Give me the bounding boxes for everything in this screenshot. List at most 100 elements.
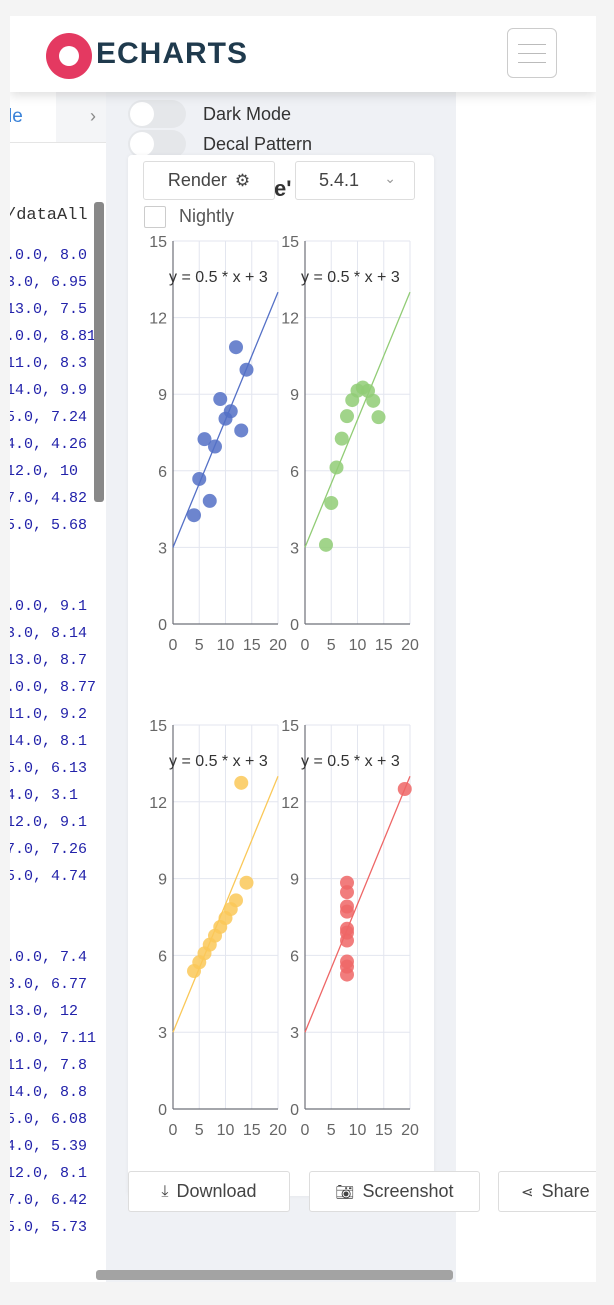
y-tick-label: 12 <box>149 795 167 812</box>
data-point <box>213 392 228 407</box>
decal-pattern-label: Decal Pattern <box>203 134 313 154</box>
x-tick-label: 10 <box>217 1122 235 1139</box>
data-point <box>397 782 412 796</box>
y-tick-label: 15 <box>281 718 299 735</box>
code-line: 4.0, 4.26 <box>10 436 88 453</box>
tab-code-label: le <box>10 106 23 127</box>
x-tick-label: 20 <box>401 1122 419 1139</box>
x-tick-label: 20 <box>269 1122 287 1139</box>
x-tick-label: 10 <box>217 637 235 654</box>
decal-pattern-toggle[interactable] <box>128 130 186 158</box>
code-line <box>10 566 96 593</box>
code-line: 12.0, 9.1 <box>10 814 88 831</box>
code-editor-panel: le › /dataAll .0.0, 8.0 3.0, 6.95 13.0, 7.… <box>10 92 106 1282</box>
y-tick-label: 3 <box>290 1025 299 1042</box>
code-line: .0.0, 8.77 <box>10 679 97 696</box>
data-point <box>340 959 354 974</box>
code-text[interactable]: .0.0, 8.0 3.0, 6.95 13.0, 7.5 .0.0, 8.81 11.… <box>10 242 96 1241</box>
y-tick-label: 3 <box>158 540 167 557</box>
regression-annotation: y = 0.5 * x + 3 <box>169 269 268 286</box>
screenshot-label: Screenshot <box>362 1181 454 1201</box>
data-point <box>334 431 349 446</box>
x-tick-label: 0 <box>301 637 310 654</box>
code-line: 3.0, 8.14 <box>10 625 88 642</box>
hamburger-menu-button[interactable] <box>507 28 557 78</box>
x-tick-label: 5 <box>195 1122 204 1139</box>
data-point <box>340 899 354 914</box>
data-point <box>192 471 207 486</box>
data-point <box>208 439 222 454</box>
code-line <box>10 917 96 944</box>
code-line <box>10 890 96 917</box>
code-line: 5.0, 4.74 <box>10 868 88 885</box>
nightly-label: Nightly <box>179 206 235 226</box>
hamburger-line <box>518 62 546 63</box>
code-line: 7.0, 4.82 <box>10 490 88 507</box>
data-point <box>202 493 217 508</box>
x-tick-label: 0 <box>169 637 178 654</box>
render-button[interactable]: Render ⚙ <box>143 161 275 200</box>
x-tick-label: 15 <box>375 637 393 654</box>
editor-tabbar: le › <box>10 92 106 143</box>
echarts-logo-icon[interactable] <box>46 33 92 79</box>
horizontal-scrollbar[interactable] <box>96 1270 453 1280</box>
code-line: 4.0, 3.1 <box>10 787 79 804</box>
y-tick-label: 6 <box>290 948 299 965</box>
code-line: 14.0, 8.1 <box>10 733 88 750</box>
y-tick-label: 9 <box>158 872 167 889</box>
x-tick-label: 15 <box>243 1122 261 1139</box>
render-label: Render <box>167 170 227 190</box>
code-line: .0.0, 9.1 <box>10 598 88 615</box>
version-select[interactable]: 5.4.1 ⌄ <box>295 161 415 200</box>
chevron-down-icon: ⌄ <box>384 170 396 186</box>
regression-annotation: y = 0.5 * x + 3 <box>301 269 400 286</box>
chevron-right-icon[interactable]: › <box>90 106 96 126</box>
editor-vertical-scrollbar[interactable] <box>94 202 104 502</box>
y-tick-label: 3 <box>290 540 299 557</box>
y-tick-label: 9 <box>158 387 167 404</box>
x-tick-label: 5 <box>327 637 336 654</box>
data-point <box>345 393 360 408</box>
download-button[interactable]: ⤓ Download <box>128 1171 290 1212</box>
y-tick-label: 12 <box>149 311 167 328</box>
x-tick-label: 10 <box>349 1122 367 1139</box>
y-tick-label: 0 <box>290 617 299 634</box>
download-icon: ⤓ <box>161 1182 169 1200</box>
code-line: 13.0, 8.7 <box>10 652 88 669</box>
data-point <box>340 925 354 940</box>
top-navbar: ECHARTS <box>10 16 596 92</box>
screenshot-button[interactable]: 📷︎ Screenshot <box>309 1171 480 1212</box>
tab-code[interactable]: le <box>10 92 56 142</box>
nightly-checkbox[interactable] <box>144 206 166 228</box>
code-line: .0.0, 8.81 <box>10 328 97 345</box>
data-point <box>319 537 333 552</box>
dark-mode-toggle[interactable] <box>128 100 186 128</box>
code-line: 5.0, 5.68 <box>10 517 88 534</box>
share-icon: ⋖ <box>521 1183 534 1201</box>
data-point <box>239 362 254 377</box>
logo-text[interactable]: ECHARTS <box>96 37 249 70</box>
x-tick-label: 10 <box>349 637 367 654</box>
code-line: 11.0, 9.2 <box>10 706 88 723</box>
code-line: 5.0, 5.73 <box>10 1219 88 1236</box>
code-line: 13.0, 7.5 <box>10 301 88 318</box>
data-point <box>197 432 212 447</box>
data-point <box>229 893 243 908</box>
dark-mode-label: Dark Mode <box>203 104 292 124</box>
hamburger-icon <box>518 44 546 45</box>
y-tick-label: 0 <box>158 1102 167 1119</box>
code-line: 14.0, 8.8 <box>10 1084 88 1101</box>
y-tick-label: 0 <box>290 1102 299 1119</box>
data-point <box>213 919 228 934</box>
code-line: 5.0, 6.08 <box>10 1111 88 1128</box>
regression-line <box>304 291 411 548</box>
data-point <box>361 383 375 398</box>
chart-card: 0 3 6 9 12 15 0 5 10 15 20 y = 0.5 * x + 3 0 3 6 9 12 15 0… <box>128 155 434 1196</box>
regression-line <box>172 775 279 1033</box>
share-button[interactable]: ⋖ Share <box>498 1171 596 1212</box>
y-tick-label: 12 <box>281 795 299 812</box>
code-line: .0.0, 7.11 <box>10 1030 97 1047</box>
data-point <box>329 460 344 475</box>
y-tick-label: 6 <box>158 464 167 481</box>
